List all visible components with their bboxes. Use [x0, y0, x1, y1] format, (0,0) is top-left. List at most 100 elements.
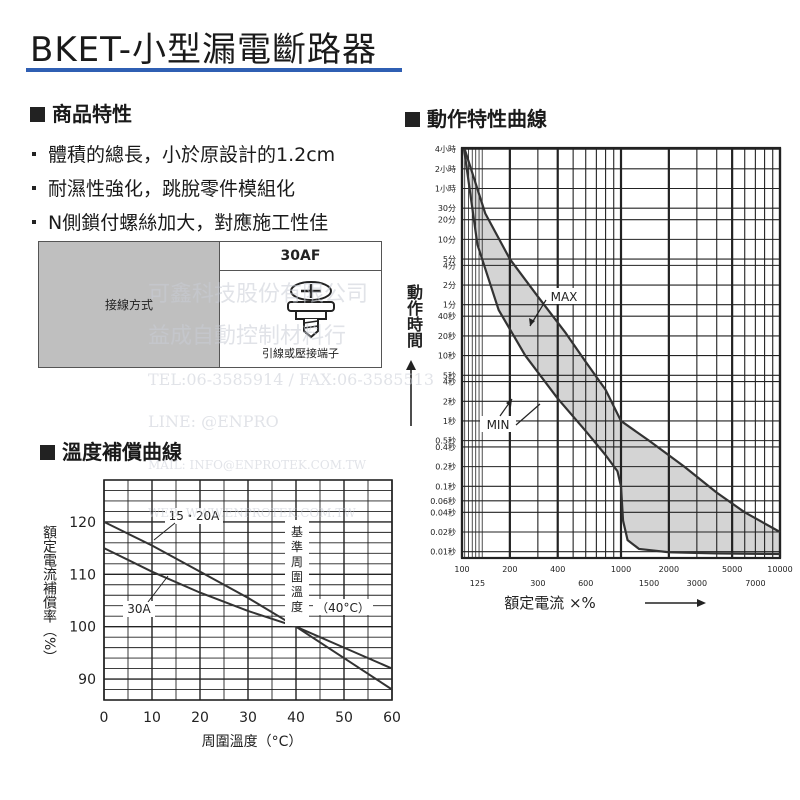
trip-plot-frame	[460, 146, 782, 560]
feature-text: 體積的總長，小於原設計的1.2cm	[48, 144, 336, 166]
spec-table: 接線方式 30AF 引線或壓接端子	[38, 241, 382, 368]
temp-x-tick: 60	[383, 710, 401, 726]
feature-item: N側鎖付螺絲加大，對應施工性佳	[32, 208, 328, 235]
trip-x-tick: 5000	[722, 565, 742, 574]
trip-y-tick: 1分	[443, 301, 456, 310]
temp-chart-title: 溫度補償曲線	[62, 440, 182, 464]
temp-y-axis-label: 額定電流補償率（%）	[41, 525, 57, 665]
trip-y-tick: 0.4秒	[435, 442, 456, 452]
temp-x-tick: 0	[100, 710, 109, 726]
trip-x-tick: 7000	[745, 579, 765, 588]
trip-y-tick: 5秒	[443, 370, 456, 380]
trip-y-tick: 4小時	[435, 145, 456, 154]
bullet-icon	[32, 186, 36, 190]
temp-y-tick: 110	[69, 567, 96, 583]
feature-item: 耐濕性強化，跳脫零件模組化	[32, 174, 295, 201]
trip-y-tick: 10分	[438, 235, 456, 244]
trip-y-tick: 0.2秒	[435, 462, 456, 472]
arrow-right-icon	[697, 599, 706, 607]
screw-terminal-icon	[287, 281, 335, 339]
trip-x-tick: 300	[530, 579, 545, 588]
trip-x-tick: 125	[470, 579, 485, 588]
bullet-icon	[32, 220, 36, 224]
bullet-icon	[32, 152, 36, 156]
series-line-min	[462, 149, 781, 556]
min-leader	[515, 403, 541, 426]
trip-chart-heading: 動作特性曲線	[405, 103, 547, 132]
feature-item: 體積的總長，小於原設計的1.2cm	[32, 140, 335, 167]
title-underline	[26, 68, 402, 72]
square-bullet-icon	[30, 107, 45, 122]
trip-x-tick: 1000	[611, 565, 631, 574]
trip-y-tick: 0.01秒	[430, 547, 456, 557]
reference-temp-value: （40°C）	[316, 601, 370, 615]
trip-grid	[460, 146, 782, 560]
temp-x-axis-label: 周圍溫度（°C）	[202, 734, 303, 750]
trip-y-tick: 20分	[438, 216, 456, 225]
trip-x-tick: 400	[550, 565, 565, 574]
trip-y-tick: 30分	[438, 204, 456, 213]
temp-x-tick: 30	[239, 710, 257, 726]
trip-x-tick: 10000	[767, 565, 792, 574]
watermark-line: MAIL: INFO@ENPROTEK.COM.TW	[148, 458, 367, 472]
trip-y-tick: 0.06秒	[430, 496, 456, 506]
reference-label-char: 溫	[291, 585, 303, 599]
square-bullet-icon	[40, 445, 55, 460]
spec-caption: 引線或壓接端子	[262, 347, 339, 360]
page-title: BKET-小型漏電斷路器	[30, 30, 378, 70]
arrow-up-icon	[406, 360, 416, 426]
trip-y-tick: 0.02秒	[430, 527, 456, 537]
reference-label-char: 基	[291, 525, 303, 539]
temperature-compensation-chart: 0 10 20 30 40 50 60 90 100 110 120 基準周圍溫度 （40°C） 1…	[69, 479, 401, 750]
max-label: MAX	[551, 290, 578, 304]
series-label-leader	[153, 522, 176, 541]
features-heading-text: 商品特性	[52, 102, 132, 126]
reference-temp-label: 基準周圍溫度	[291, 525, 303, 614]
spec-header: 30AF	[220, 242, 381, 271]
trip-series	[462, 148, 781, 556]
trip-x-tick: 3000	[687, 579, 707, 588]
reference-label-bg	[285, 520, 309, 626]
arrow-head-icon	[506, 399, 512, 407]
trip-y-tick: 4秒	[443, 377, 456, 387]
temp-x-tick: 40	[287, 710, 305, 726]
series-label-bg	[165, 508, 223, 524]
trip-y-tick: 0.04秒	[430, 507, 456, 517]
max-label-bg	[544, 288, 584, 304]
feature-text: 耐濕性強化，跳脫零件模組化	[48, 178, 296, 200]
spec-row-label: 接線方式	[104, 298, 153, 312]
temp-chart-heading: 溫度補償曲線	[40, 436, 182, 465]
trip-y-tick: 20秒	[438, 331, 456, 341]
series-label-30a: 30A	[127, 602, 151, 616]
series-line-30a	[103, 547, 393, 670]
trip-y-tick: 1秒	[443, 416, 456, 426]
series-label-bg	[123, 601, 155, 617]
temp-x-tick: 20	[191, 710, 209, 726]
temp-x-tick: 10	[143, 710, 161, 726]
temp-y-tick: 120	[69, 515, 96, 531]
trip-y-tick: 2分	[443, 281, 456, 290]
watermark-line: LINE: @ENPRO	[148, 412, 279, 431]
trip-x-tick: 200	[502, 565, 517, 574]
watermark-line: 益成自動控制材料行	[148, 324, 347, 349]
reference-label-char: 準	[291, 539, 303, 554]
series-line-max	[463, 148, 781, 533]
trip-chart-title: 動作特性曲線	[427, 107, 547, 131]
temp-plot-frame	[103, 479, 393, 701]
trip-y-tick: 5分	[443, 255, 456, 264]
temp-y-tick: 100	[69, 620, 96, 636]
arrow-head-icon	[529, 318, 535, 326]
trip-y-tick: 10秒	[438, 351, 456, 361]
trip-x-tick: 1500	[639, 579, 659, 588]
reference-value-bg	[313, 599, 373, 615]
series-line-15-20a	[103, 521, 393, 691]
series-label-leader	[147, 575, 169, 603]
trip-y-tick: 40秒	[438, 311, 456, 321]
reference-label-char: 圍	[291, 570, 303, 584]
trip-y-tick: 0.5秒	[435, 436, 456, 446]
min-label: MIN	[487, 418, 510, 432]
trip-y-tick: 0.1秒	[435, 481, 456, 491]
temp-x-tick: 50	[335, 710, 353, 726]
